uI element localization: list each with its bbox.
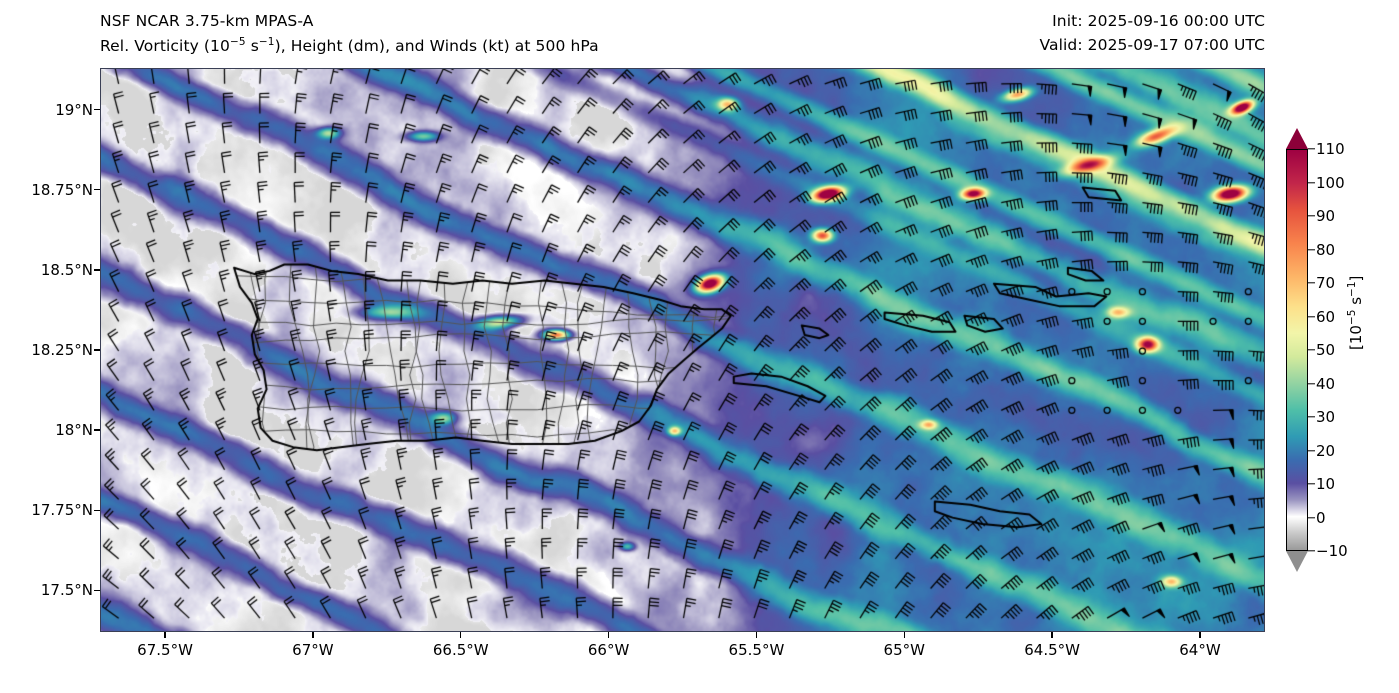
field-title: Rel. Vorticity (10−5 s−1), Height (dm), … [100, 36, 599, 55]
y-axis-tick-label: 18.25°N [31, 341, 93, 359]
y-axis-tick-mark [94, 349, 100, 351]
colorbar-tick-label: 50 [1316, 341, 1336, 359]
cb-label-prefix: [10 [1347, 325, 1365, 350]
field-title-exp1: −5 [230, 36, 246, 48]
field-title-prefix: Rel. Vorticity (10 [100, 37, 230, 56]
colorbar-tick-mark [1308, 215, 1315, 217]
x-axis-tick-label: 64.5°W [1024, 641, 1080, 659]
colorbar-tick-label: 10 [1316, 475, 1336, 493]
colorbar-tick-mark [1308, 282, 1315, 284]
x-axis-tick-label: 67.5°W [137, 641, 193, 659]
colorbar-tick-label: 40 [1316, 374, 1336, 393]
x-axis-tick-mark [903, 632, 905, 638]
field-title-exp2: −1 [258, 36, 275, 48]
cb-label-mid: s [1347, 296, 1365, 310]
colorbar-tick-mark [1308, 315, 1315, 318]
colorbar-tick-mark [1308, 483, 1315, 485]
colorbar-tick-label: 110 [1316, 140, 1345, 158]
colorbar-body [1286, 149, 1308, 551]
x-axis-tick-mark [1051, 632, 1053, 638]
x-axis-tick-label: 65.5°W [728, 641, 785, 659]
x-axis-tick-mark [460, 632, 462, 638]
x-axis-tick-mark [755, 632, 758, 638]
colorbar-tick-label: 60 [1316, 307, 1336, 326]
colorbar-tick-mark [1308, 382, 1315, 385]
x-axis-tick-label: 65°W [883, 641, 925, 659]
cb-label-suffix: ] [1347, 275, 1365, 282]
colorbar-axis-label: [10−5 s−1] [1346, 276, 1365, 350]
model-title: NSF NCAR 3.75-km MPAS-A [100, 12, 314, 30]
y-axis-tick-label: 18.75°N [31, 180, 93, 199]
cb-label-exp1: −5 [1346, 309, 1358, 326]
colorbar-tick-label: 80 [1316, 240, 1336, 259]
map-canvas [101, 69, 1264, 631]
y-axis-tick-mark [94, 509, 100, 511]
x-axis-tick-label: 64°W [1179, 641, 1221, 659]
colorbar-extend-top [1286, 128, 1308, 149]
y-axis-tick-label: 17.75°N [31, 501, 93, 520]
colorbar-tick-mark [1308, 349, 1315, 351]
x-axis-tick-label: 66°W [587, 641, 630, 659]
init-time-label: Init: 2025-09-16 00:00 UTC [1052, 12, 1265, 30]
colorbar-tick-label: 70 [1316, 274, 1336, 292]
colorbar-tick-mark [1308, 449, 1315, 452]
colorbar-tick-label: 20 [1316, 441, 1336, 460]
x-axis-tick-label: 66.5°W [432, 641, 489, 659]
x-axis-tick-mark [312, 632, 314, 638]
x-axis-tick-mark [607, 632, 610, 638]
y-axis-tick-mark [94, 269, 100, 271]
colorbar-tick-mark [1308, 516, 1315, 519]
colorbar-tick-mark [1308, 550, 1315, 552]
field-title-mid: s [245, 37, 259, 56]
colorbar [1286, 128, 1308, 572]
colorbar-gradient [1287, 150, 1307, 550]
colorbar-tick-mark [1308, 181, 1315, 184]
x-axis-tick-mark [164, 632, 166, 638]
y-axis-tick-label: 18°N [55, 421, 93, 440]
colorbar-tick-mark [1308, 148, 1315, 150]
colorbar-extend-bottom [1286, 551, 1308, 572]
valid-time-label: Valid: 2025-09-17 07:00 UTC [1039, 36, 1265, 54]
map-plot-area [100, 68, 1265, 632]
y-axis-tick-mark [94, 589, 100, 592]
y-axis-tick-label: 17.5°N [40, 581, 93, 600]
x-axis-tick-label: 67°W [292, 641, 334, 659]
colorbar-tick-mark [1308, 248, 1315, 251]
y-axis-tick-label: 19°N [55, 100, 93, 119]
y-axis-tick-label: 18.5°N [40, 260, 93, 279]
colorbar-tick-label: 0 [1316, 508, 1326, 527]
colorbar-tick-label: 90 [1316, 207, 1336, 225]
y-axis-tick-mark [94, 189, 100, 191]
colorbar-tick-label: 30 [1316, 408, 1336, 426]
colorbar-tick-mark [1308, 416, 1315, 418]
y-axis-tick-mark [94, 429, 100, 431]
colorbar-tick-label: −10 [1316, 542, 1348, 560]
y-axis-tick-mark [94, 108, 100, 111]
x-axis-tick-mark [1199, 632, 1201, 638]
field-title-suffix: ), Height (dm), and Winds (kt) at 500 hP… [274, 37, 599, 56]
cb-label-exp2: −1 [1346, 281, 1358, 297]
colorbar-tick-label: 100 [1316, 173, 1345, 192]
